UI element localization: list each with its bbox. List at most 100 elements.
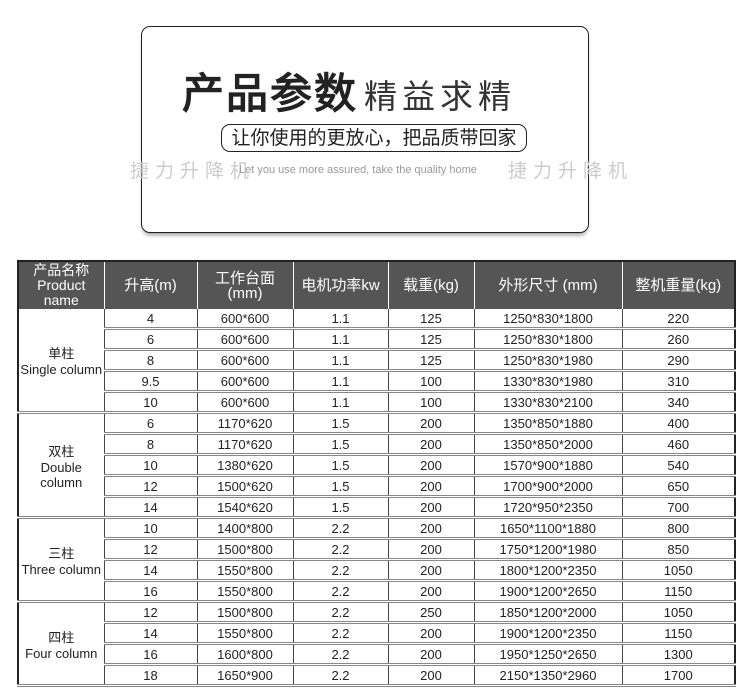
weight-cell: 800 [622,517,736,540]
table-row: 14 1550*800 2.2 200 1900*1200*2350 1150 [18,622,736,645]
power-cell: 2.2 [293,664,389,687]
platform-cell: 600*600 [197,391,294,414]
platform-cell: 600*600 [197,328,294,351]
size-cell: 1950*1250*2650 [474,643,623,666]
load-cell: 200 [388,454,475,477]
platform-cell: 1600*800 [197,643,294,666]
size-cell: 1900*1200*2350 [474,622,623,645]
title-bold: 产品参数 [182,69,359,118]
watermark: 捷力升降机 [508,160,634,182]
weight-cell: 220 [622,309,736,330]
load-cell: 125 [388,349,475,372]
power-cell: 1.1 [293,309,389,330]
product-name-cell: 三柱 Three column [18,517,105,603]
height-cell: 14 [104,559,198,582]
size-cell: 1800*1200*2350 [474,559,623,582]
table-row: 单柱 Single column 4 600*600 1.1 125 1250*830*18… [18,309,736,414]
slogan: 让你使用的更放心，把品质带回家 [221,124,527,152]
weight-cell: 650 [622,475,736,498]
load-cell: 200 [388,496,475,519]
product-name-cell: 双柱 Double column [18,412,105,519]
table-row: 6 600*600 1.1 125 1250*830*1800 260 [18,328,736,351]
table-row: 12 1500*620 1.5 200 1700*900*2000 650 [18,475,736,498]
page-title: 产品参数 精益求精 [182,60,516,121]
watermark: 捷力升降机 [130,160,256,182]
height-cell: 8 [104,433,198,456]
platform-cell: 600*600 [197,349,294,372]
load-cell: 250 [388,601,475,624]
table-row: 四柱 Four column 12 1500*800 2.2 250 1850*1200*2… [18,601,736,687]
load-cell: 200 [388,475,475,498]
height-cell: 10 [104,517,198,540]
platform-cell: 1550*800 [197,580,294,603]
size-cell: 1750*1200*1980 [474,538,623,561]
platform-cell: 1500*800 [197,601,294,624]
header-row: 产品名称 Product name 升高(m) 工作台面(mm) 电机功率kw 载… [18,261,736,309]
banner-card [141,26,589,233]
weight-cell: 1700 [622,664,736,687]
header-height: 升高(m) [104,261,198,309]
size-cell: 1650*1100*1880 [474,517,623,540]
size-cell: 1250*830*1800 [474,309,623,330]
height-cell: 10 [104,391,198,414]
header-size: 外形尺寸 (mm) [474,261,623,309]
load-cell: 125 [388,309,475,330]
table-row: 12 1500*800 2.2 200 1750*1200*1980 850 [18,538,736,561]
load-cell: 200 [388,580,475,603]
size-cell: 1330*830*2100 [474,391,623,414]
weight-cell: 400 [622,412,736,435]
power-cell: 2.2 [293,538,389,561]
platform-cell: 1550*800 [197,559,294,582]
weight-cell: 1150 [622,580,736,603]
height-cell: 12 [104,601,198,624]
size-cell: 1330*830*1980 [474,370,623,393]
weight-cell: 340 [622,391,736,414]
platform-cell: 600*600 [197,370,294,393]
header-platform: 工作台面(mm) [197,261,294,309]
size-cell: 1250*830*1800 [474,328,623,351]
weight-cell: 1050 [622,559,736,582]
header-product-name: 产品名称 Product name [18,261,105,309]
weight-cell: 290 [622,349,736,372]
weight-cell: 260 [622,328,736,351]
load-cell: 200 [388,517,475,540]
height-cell: 6 [104,328,198,351]
power-cell: 1.5 [293,433,389,456]
height-cell: 18 [104,664,198,687]
platform-cell: 1170*620 [197,433,294,456]
power-cell: 2.2 [293,601,389,624]
platform-cell: 1500*800 [197,538,294,561]
load-cell: 100 [388,391,475,414]
spec-table: 产品名称 Product name 升高(m) 工作台面(mm) 电机功率kw 载… [17,260,736,687]
load-cell: 100 [388,370,475,393]
platform-cell: 600*600 [197,309,294,330]
table-row: 双柱 Double column 6 1170*620 1.5 200 1350*850*1… [18,412,736,519]
load-cell: 200 [388,412,475,435]
power-cell: 2.2 [293,622,389,645]
table-row: 10 600*600 1.1 100 1330*830*2100 340 [18,391,736,414]
height-cell: 8 [104,349,198,372]
height-cell: 4 [104,309,198,330]
title-light: 精益求精 [364,77,517,116]
weight-cell: 1300 [622,643,736,666]
header-power: 电机功率kw [293,261,389,309]
height-cell: 14 [104,496,198,519]
slogan-english: Let you use more assured, take the quali… [239,164,477,176]
size-cell: 1850*1200*2000 [474,601,623,624]
weight-cell: 1150 [622,622,736,645]
size-cell: 1720*950*2350 [474,496,623,519]
product-name-cell: 单柱 Single column [18,309,105,414]
header-load: 载重(kg) [388,261,475,309]
table-row: 18 1650*900 2.2 200 2150*1350*2960 1700 [18,664,736,687]
power-cell: 1.1 [293,370,389,393]
table-row: 10 1380*620 1.5 200 1570*900*1880 540 [18,454,736,477]
load-cell: 200 [388,433,475,456]
product-name-cell: 四柱 Four column [18,601,105,687]
size-cell: 1570*900*1880 [474,454,623,477]
size-cell: 1700*900*2000 [474,475,623,498]
load-cell: 200 [388,559,475,582]
height-cell: 16 [104,643,198,666]
weight-cell: 850 [622,538,736,561]
table-row: 14 1550*800 2.2 200 1800*1200*2350 1050 [18,559,736,582]
platform-cell: 1170*620 [197,412,294,435]
